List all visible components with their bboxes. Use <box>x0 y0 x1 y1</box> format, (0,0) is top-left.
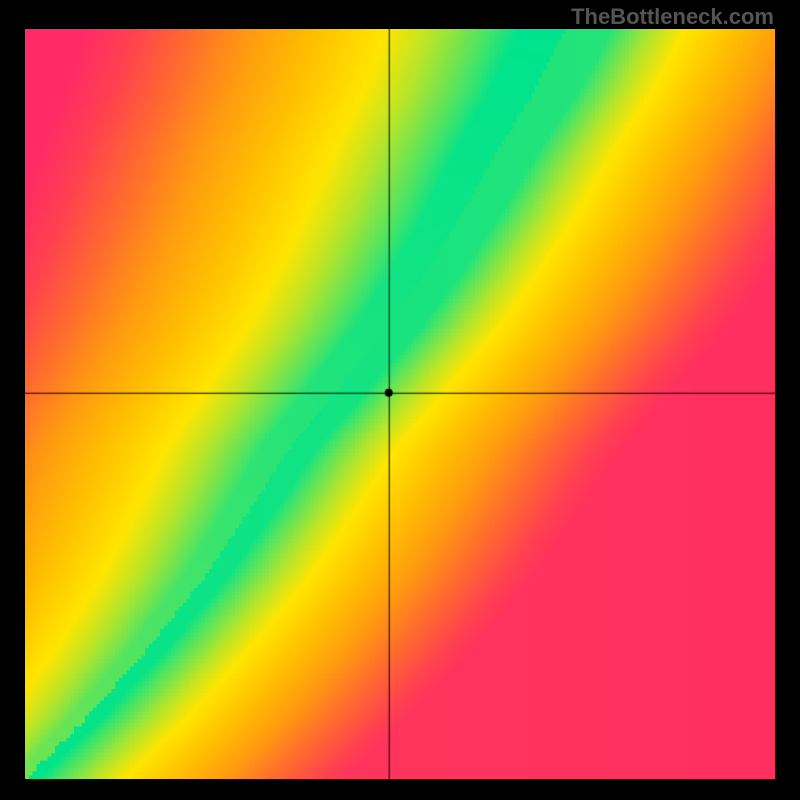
chart-root: TheBottleneck.com <box>0 0 800 800</box>
bottleneck-heatmap-canvas <box>25 29 775 779</box>
watermark-text: TheBottleneck.com <box>571 4 774 30</box>
